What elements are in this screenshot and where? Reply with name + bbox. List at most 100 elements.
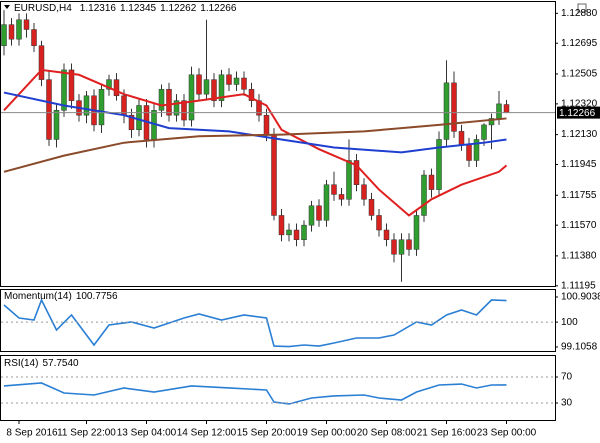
candle-body [38,45,45,80]
candle-body [136,105,142,131]
candle-body [496,103,502,119]
candle-body [293,229,300,240]
candle-body [316,205,322,221]
x-tick-label: 21 Sep 16:00 [417,428,477,439]
y-tick-label: 1.12130 [561,129,598,140]
indicator-value: 100.7756 [76,291,118,302]
last-price-label: 1.12266 [559,108,596,119]
x-tick-label: 19 Sep 00:00 [297,428,357,439]
candle-body [331,184,337,195]
menu-icon [4,5,10,9]
y-tick-label: 1.11570 [561,220,597,231]
moving-average [3,68,508,217]
candle-body [203,79,210,95]
candle-body [428,174,435,190]
candle-body [173,100,180,116]
indicator-title: Momentum(14) 100.7756 [4,291,118,302]
candle-body [286,229,292,236]
candle-body [443,82,450,140]
candle-body [406,239,412,250]
candle-body [488,118,495,126]
candle-body [421,174,427,216]
plot-area [1,10,510,282]
chart-header: EURUSD,H4 1.12316 1.12345 1.12262 1.12266 [14,3,237,14]
x-tick-label: 11 Sep 22:00 [57,428,116,439]
indicator-line [3,382,507,405]
y-tick-label: 70 [561,372,573,383]
y-tick-label: 1.12695 [561,38,598,49]
candle-body [128,114,135,131]
candle-body [451,82,457,132]
candle-body [353,160,360,185]
candle-body [46,79,52,140]
candle-body [31,29,37,46]
candle-body [346,160,352,200]
y-tick-label: 1.12320 [561,99,598,110]
moving-average [3,117,507,173]
candle-body [376,215,382,231]
candle-body [503,104,510,113]
candle-body [473,139,480,161]
header-value: 1.12345 [120,3,157,14]
y-tick-label: 1.11195 [561,280,596,291]
candle-body [211,79,217,101]
candle-body [1,24,7,46]
moving-average [3,91,507,154]
candle-body [271,134,277,216]
indicator-line [3,297,507,348]
candle-body [16,19,22,40]
y-tick-label: 1.11380 [561,251,597,262]
candle-body [241,77,247,90]
y-tick-label: 1.12880 [561,8,598,19]
momentum-panel [0,289,556,352]
plot-area [3,382,507,405]
indicator-name: Momentum(14) [4,291,72,302]
candle-body [181,100,187,121]
y-tick-label: 100.9038 [561,292,600,303]
candle-body [323,184,330,221]
candle-body [68,69,75,101]
x-tick-label: 14 Sep 12:00 [177,428,237,439]
y-tick-label: 1.12505 [561,69,598,80]
candle-body [466,144,472,161]
x-tick-label: 13 Sep 04:00 [117,428,177,439]
candle-body [248,89,255,101]
candle-body [308,205,315,226]
candle-body [196,74,202,95]
candle-body [361,184,367,200]
indicator-title: RSI(14) 57.7540 [4,358,79,369]
y-tick-label: 30 [561,398,573,409]
x-tick-label: 23 Sep 00:00 [477,428,537,439]
candle-body [8,24,15,40]
candle-body [278,215,285,236]
candle-body [98,89,105,126]
y-tick-label: 99.1058 [561,342,598,353]
candle-body [166,89,172,116]
y-tick-label: 100 [561,317,578,328]
main-panel [0,1,556,287]
candle-body [391,239,397,255]
candle-body [61,69,67,111]
candle-body [338,194,345,200]
plot-area [3,297,507,348]
candle-body [226,74,232,85]
y-tick-label: 1.11755 [561,190,597,201]
x-tick-label: 15 Sep 20:00 [237,428,297,439]
rsi-panel [0,355,556,421]
y-tick-label: 1.11945 [561,159,597,170]
candle-body [106,79,112,90]
last-price-box [557,106,600,119]
candle-body [113,79,120,97]
candle-body [83,95,90,116]
candle-body [233,77,240,85]
candle-body [368,199,375,216]
header-value: 1.12262 [160,3,197,14]
candle-body [413,215,420,250]
header-value: 1.12266 [200,3,237,14]
candle-body [301,224,307,240]
candle-body [53,110,60,140]
indicator-name: RSI(14) [4,358,38,369]
candle-body [481,124,487,140]
candle-body [218,74,225,101]
